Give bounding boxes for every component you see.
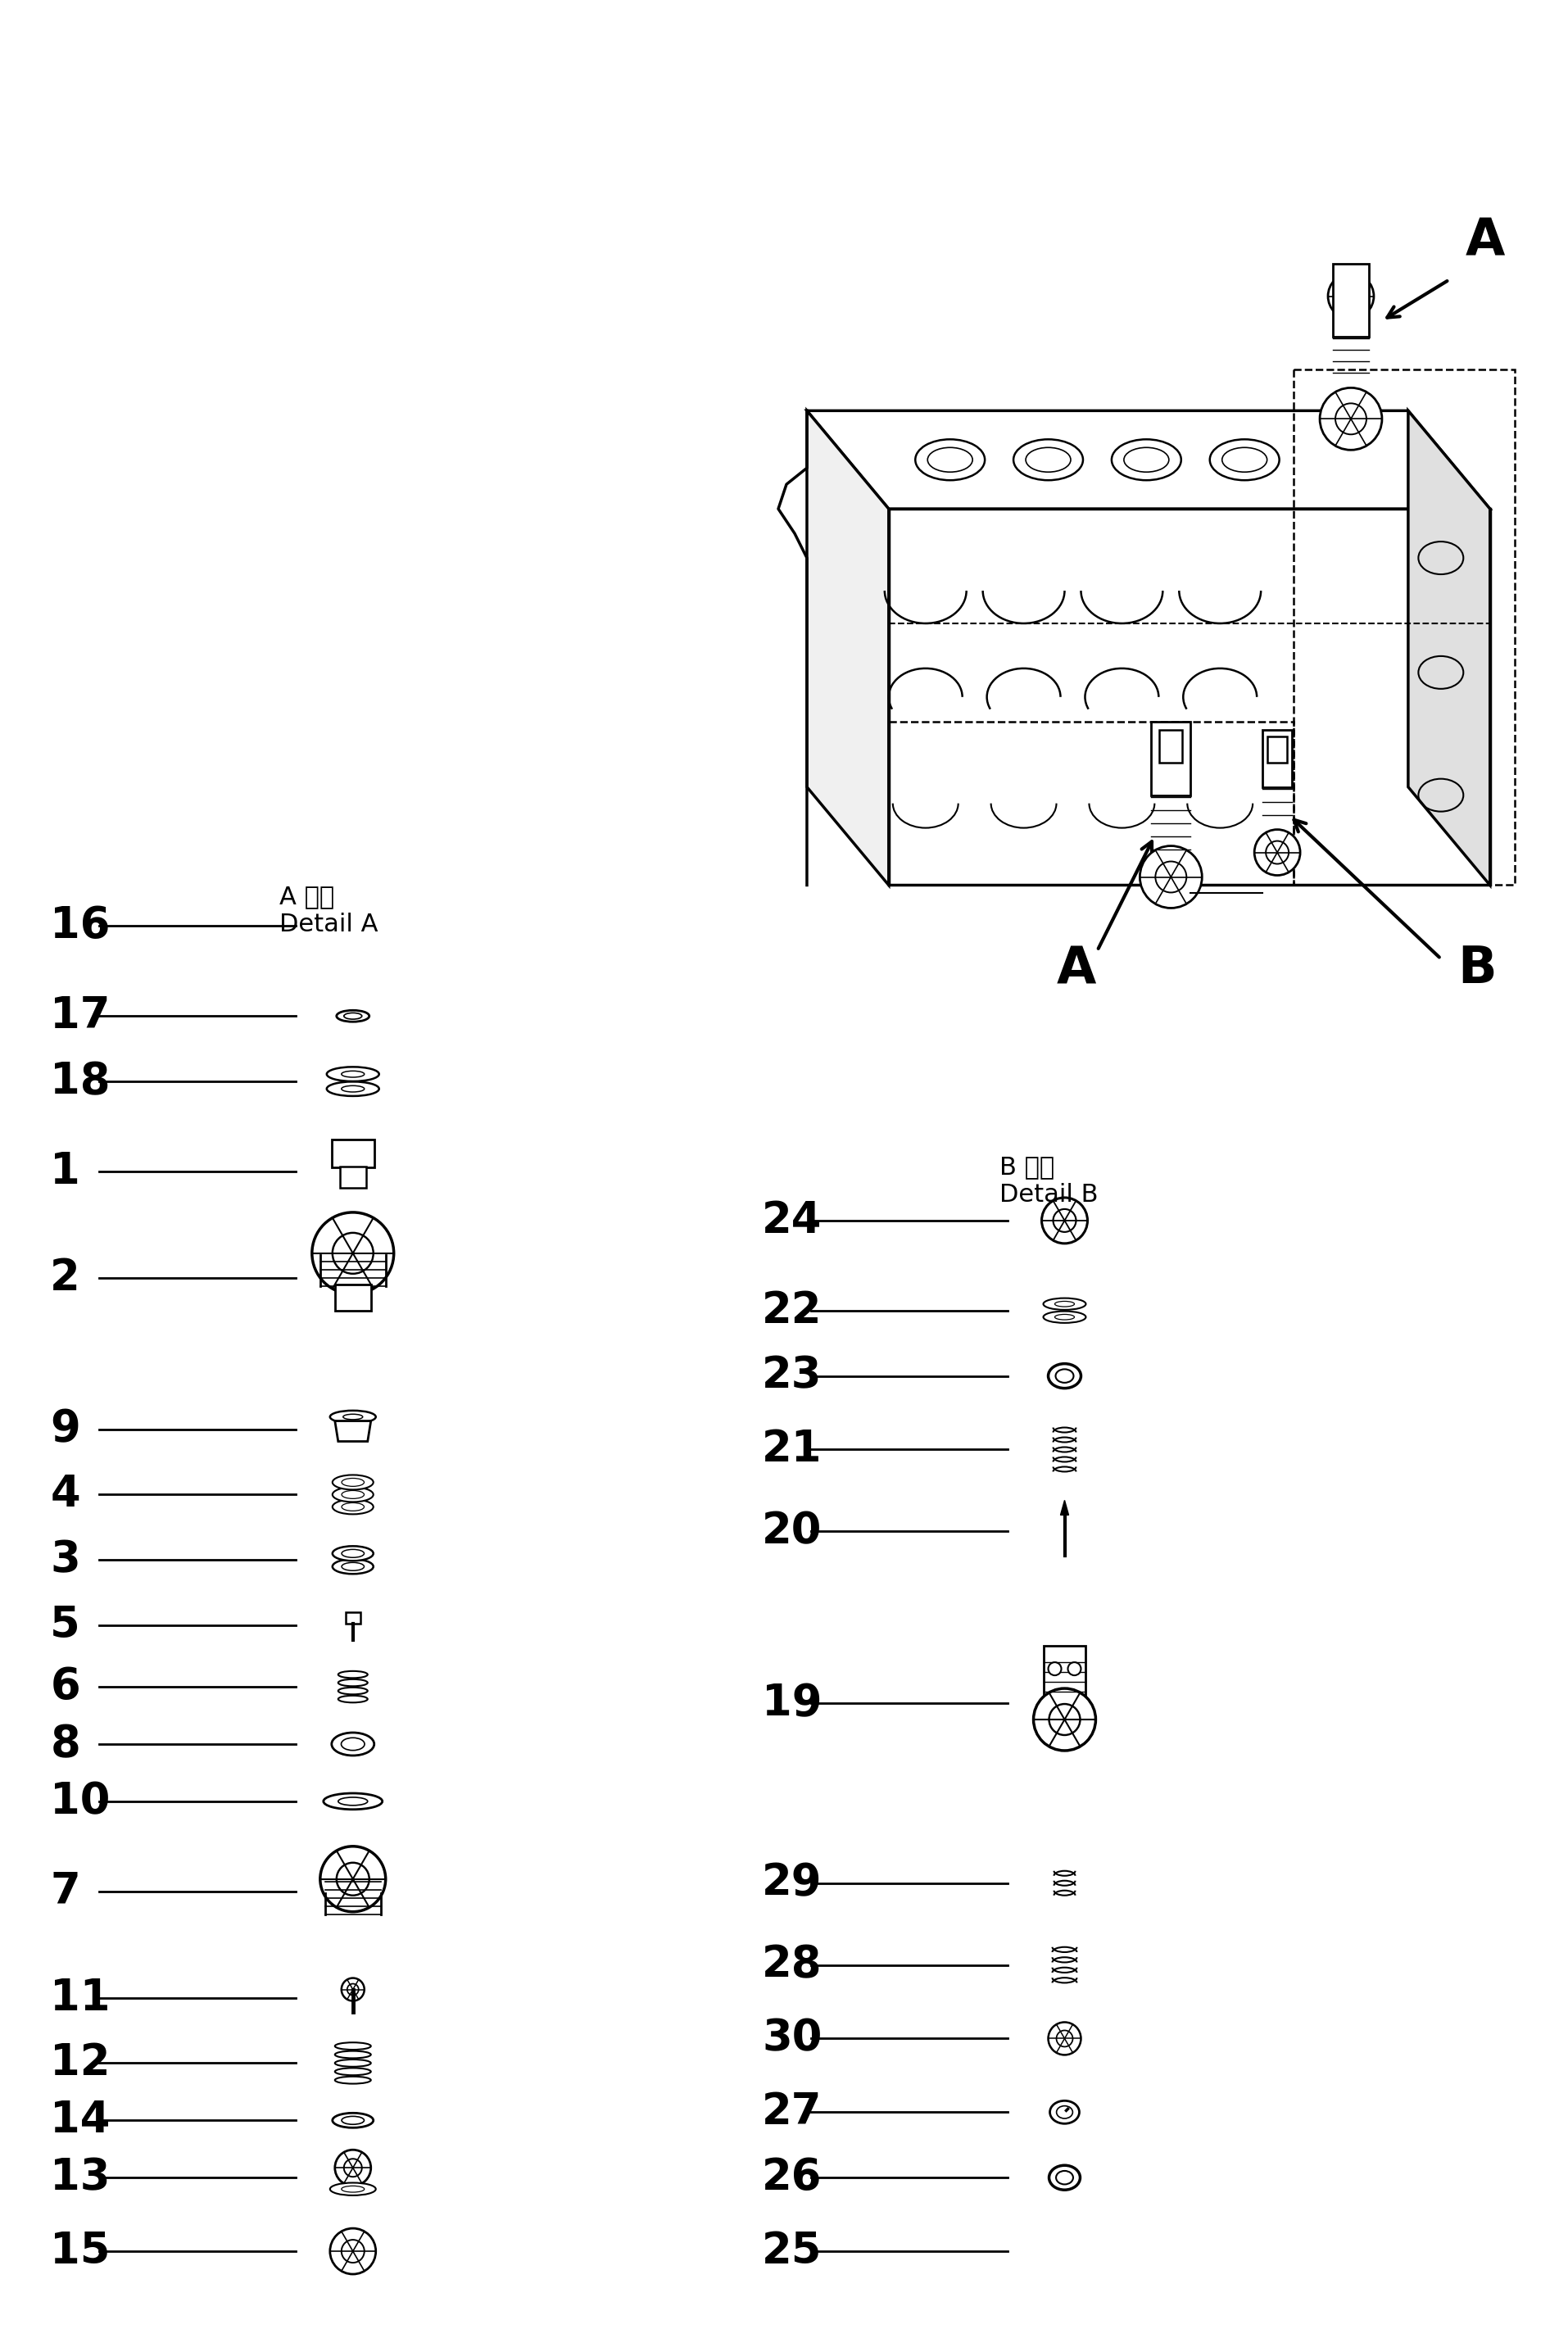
Text: 1: 1 [50,1151,80,1192]
Polygon shape [1408,410,1490,885]
Circle shape [312,1213,394,1295]
Bar [1151,722,1190,794]
Text: 24: 24 [762,1199,822,1241]
Bar [340,1167,365,1188]
Ellipse shape [332,1500,373,1514]
Text: 15: 15 [50,2229,110,2273]
Ellipse shape [1047,1365,1080,1388]
Text: 8: 8 [50,1723,80,1765]
Ellipse shape [1049,2101,1079,2124]
Text: 12: 12 [50,2043,110,2084]
Text: 16: 16 [50,904,110,948]
Polygon shape [806,410,1490,508]
Ellipse shape [1049,2166,1079,2189]
Text: 26: 26 [762,2157,822,2199]
Text: 4: 4 [50,1474,80,1516]
Text: 2: 2 [50,1258,80,1300]
Bar [1267,736,1286,762]
Circle shape [1254,829,1300,876]
Text: B 詳細
Detail B: B 詳細 Detail B [999,1155,1098,1206]
Text: 23: 23 [762,1355,822,1397]
Ellipse shape [334,2052,370,2059]
Ellipse shape [332,1474,373,1491]
Circle shape [1327,272,1374,319]
Circle shape [1264,741,1290,766]
Ellipse shape [339,1696,367,1702]
Bar [1262,729,1292,787]
Text: 22: 22 [762,1290,822,1332]
Ellipse shape [334,2077,370,2084]
Circle shape [1047,2022,1080,2054]
Text: 17: 17 [50,994,110,1036]
Polygon shape [334,1421,370,1442]
Bar [334,1283,370,1311]
Circle shape [1033,1689,1094,1751]
Ellipse shape [323,1793,383,1810]
Text: B: B [1457,946,1496,994]
Text: 28: 28 [762,1945,822,1987]
Bar [1159,729,1182,762]
Text: 5: 5 [50,1605,80,1647]
Bar [345,1612,361,1623]
Ellipse shape [337,1011,368,1022]
Circle shape [1068,1663,1080,1675]
Circle shape [1319,389,1381,449]
Text: A 詳細
Detail A: A 詳細 Detail A [279,885,378,936]
Text: 18: 18 [50,1060,110,1102]
Text: 20: 20 [762,1509,822,1553]
Circle shape [1041,1197,1087,1244]
Ellipse shape [334,2059,370,2066]
Ellipse shape [329,1411,376,1423]
Text: 3: 3 [50,1539,80,1581]
Text: 29: 29 [762,1861,822,1905]
Ellipse shape [339,1679,367,1686]
Text: 7: 7 [50,1870,80,1912]
Text: 19: 19 [762,1682,822,1723]
Bar [1333,263,1369,338]
Bar [331,1139,373,1167]
Text: 14: 14 [50,2098,110,2143]
Circle shape [342,1977,364,2001]
Text: 27: 27 [762,2091,822,2133]
Ellipse shape [331,1733,373,1756]
Ellipse shape [326,1067,379,1081]
Ellipse shape [334,2043,370,2050]
Ellipse shape [329,2182,376,2196]
Circle shape [1047,1663,1062,1675]
Circle shape [1140,845,1201,908]
Polygon shape [1060,1500,1068,1516]
Ellipse shape [1043,1297,1085,1309]
Polygon shape [806,410,887,885]
Text: 30: 30 [762,2017,822,2059]
Text: 10: 10 [50,1779,110,1824]
Bar [1043,1647,1085,1696]
Text: 13: 13 [50,2157,110,2199]
Text: A: A [1465,217,1504,266]
Ellipse shape [332,1546,373,1560]
Circle shape [320,1847,386,1912]
Text: 25: 25 [762,2229,822,2273]
Ellipse shape [339,1670,367,1677]
Text: 21: 21 [762,1428,822,1472]
Text: 11: 11 [50,1977,110,2019]
Ellipse shape [334,2068,370,2075]
Ellipse shape [332,1488,373,1502]
Ellipse shape [339,1689,367,1696]
Polygon shape [887,508,1490,885]
Circle shape [334,2150,370,2187]
Ellipse shape [1043,1311,1085,1323]
Ellipse shape [332,1558,373,1574]
Ellipse shape [332,2112,373,2129]
Text: A: A [1055,946,1096,994]
Text: 6: 6 [50,1665,80,1707]
Circle shape [329,2229,376,2273]
Ellipse shape [326,1081,379,1097]
Text: 9: 9 [50,1407,80,1451]
